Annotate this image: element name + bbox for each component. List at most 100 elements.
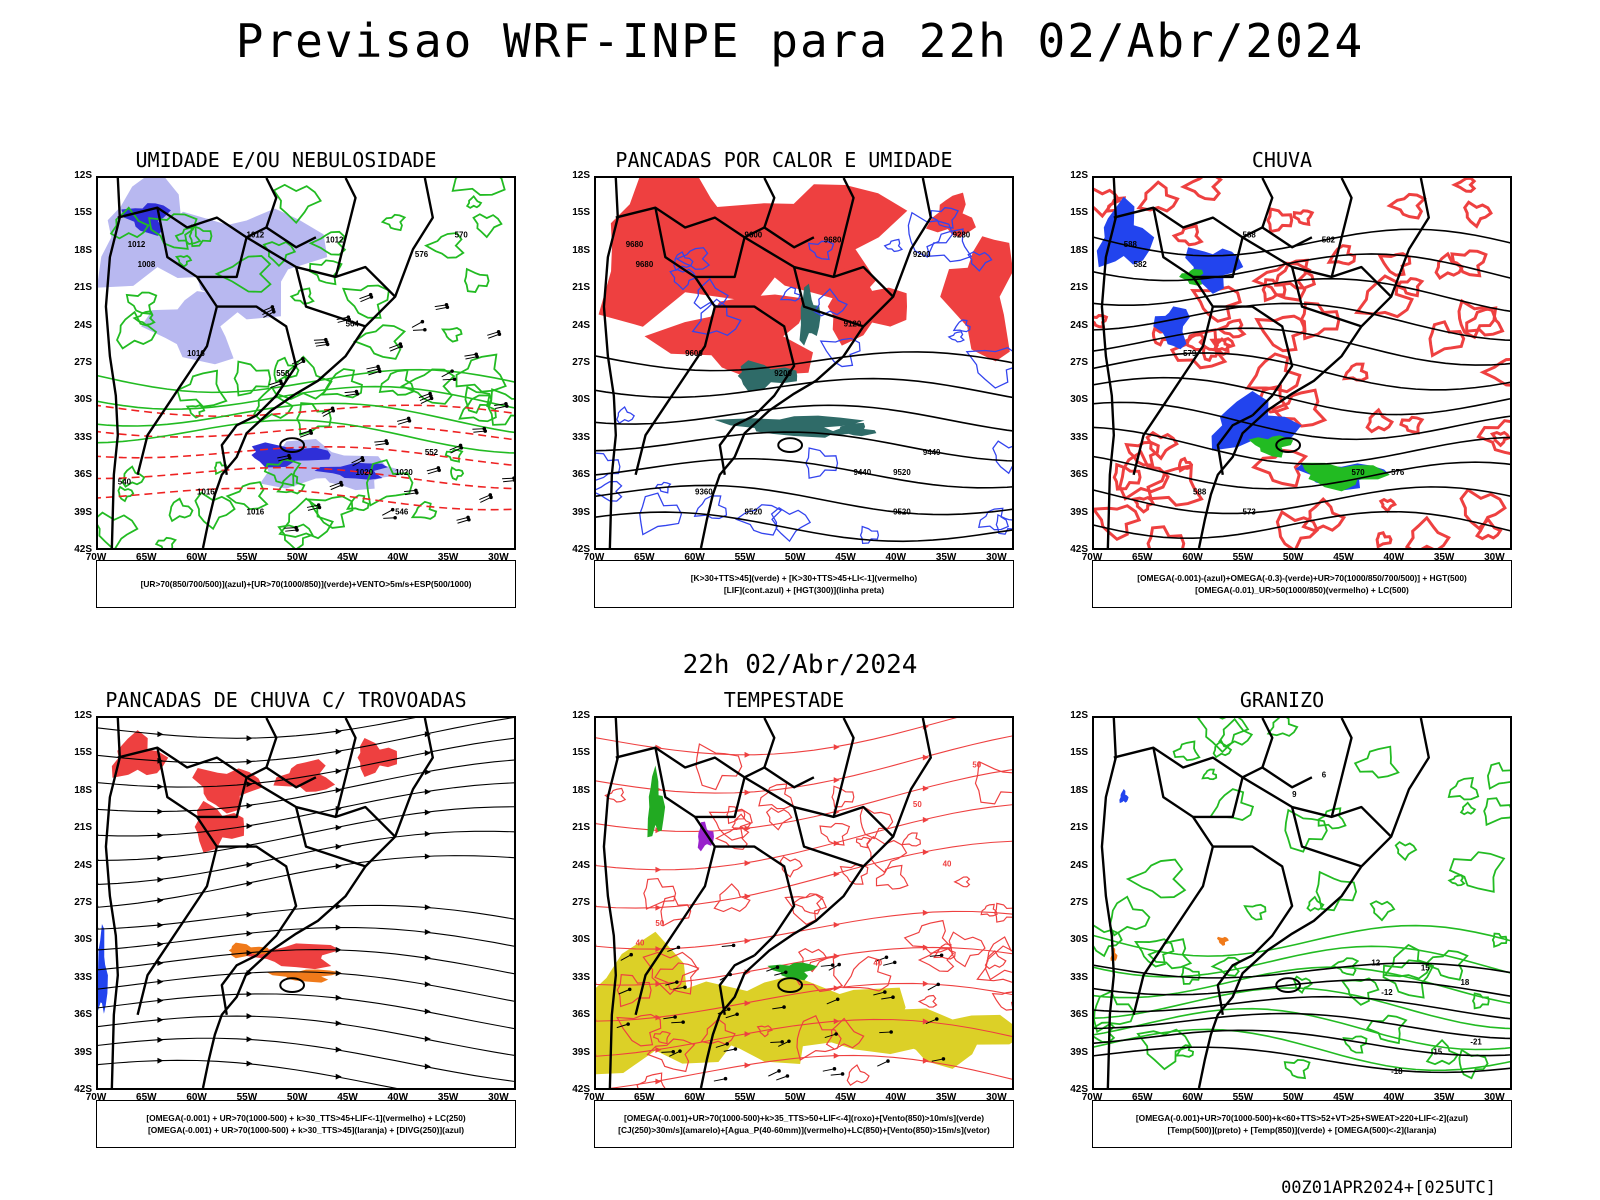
contour-label: 9440 (854, 468, 872, 477)
lat-tick-label: 15S (74, 207, 92, 219)
lon-tick-label: 45W (1333, 552, 1354, 563)
lon-tick-label: 30W (986, 552, 1007, 563)
map-frame: -12 -15 -18 -21 12 15 18 9 6 (1092, 716, 1512, 1090)
contour-label: 564 (346, 319, 360, 328)
contour-label: 1016 (247, 507, 265, 516)
contour-labels: 50 50 40 40 50 40 (636, 760, 982, 967)
map-panel-1: UMIDADE E/OU NEBULOSIDADE 12S 15S 18S 21S 24S… (66, 148, 516, 608)
panel-title: GRANIZO (1239, 688, 1325, 712)
contour-label: 50 (913, 800, 922, 809)
lon-tick-label: 45W (835, 1092, 856, 1103)
contour-label: 40 (873, 958, 882, 967)
lon-tick-label: 45W (835, 552, 856, 563)
lon-tick-label: 55W (236, 1092, 258, 1103)
lat-tick-label: 33S (74, 971, 92, 983)
lat-tick-label: 33S (572, 431, 590, 443)
hail-blue (1119, 789, 1129, 804)
forecast-map (98, 718, 514, 1088)
lat-tick-label: 36S (1070, 1009, 1088, 1021)
lat-tick-label: 24S (1070, 859, 1088, 871)
map-panel-5: TEMPESTADE 12S 15S 18S 21S 24S 27S 30S 33S 36S 39S… (564, 688, 1014, 1148)
contour-label: 576 (415, 250, 429, 259)
humidity-low-contours (98, 178, 514, 548)
contour-label: 40 (636, 939, 645, 948)
legend-text: [Temp(500)](preto) + [Temp(850)](verde) … (1167, 1125, 1437, 1135)
lat-tick-label: 24S (74, 859, 92, 871)
lon-tick-label: 30W (1484, 552, 1505, 563)
contour-label: 582 (1134, 260, 1148, 269)
map-frame: 50 50 40 40 50 40 (594, 716, 1014, 1090)
lat-tick-label: 15S (572, 747, 590, 759)
lat-tick-label: 18S (572, 784, 590, 796)
lon-tick-label: 35W (1433, 1092, 1455, 1103)
lat-tick-label: 42S (74, 1084, 92, 1095)
contour-label: 9680 (636, 260, 654, 269)
lat-tick-label: 39S (1070, 506, 1088, 518)
contour-label: 1012 (247, 230, 265, 239)
lat-tick-label: 24S (1070, 319, 1088, 331)
lat-tick-label: 18S (74, 784, 92, 796)
contour-label: 18 (1460, 978, 1469, 987)
lat-tick-label: 18S (1070, 244, 1088, 256)
panel-title: UMIDADE E/OU NEBULOSIDADE (135, 148, 437, 172)
contour-label: 9520 (893, 468, 911, 477)
lon-tick-label: 40W (387, 1092, 409, 1103)
lon-tick-label: 45W (337, 1092, 358, 1103)
lat-tick-label: 12S (572, 710, 590, 721)
country-borders (602, 718, 932, 1088)
lon-tick-label: 60W (186, 552, 207, 563)
hail-green (1094, 718, 1510, 1080)
lon-tick-label: 65W (136, 552, 157, 563)
lon-tick-label: 40W (1383, 1092, 1405, 1103)
contour-labels: 9680 9600 9680 9680 9600 9520 9520 9440 9360 9280… (626, 230, 971, 516)
contour-label: 582 (1322, 235, 1336, 244)
lat-tick-label: 39S (74, 506, 92, 518)
lat-tick-label: 36S (1070, 469, 1088, 481)
lon-tick-label: 70W (1081, 552, 1103, 563)
lon-tick-label: 70W (1081, 1092, 1103, 1103)
run-label: 00Z01APR2024+[025UTC] (1281, 1178, 1496, 1198)
legend-text: [OMEGA(-0.001) + UR>70(1000-500) + k>30_… (147, 1125, 465, 1135)
lat-tick-label: 30S (572, 394, 590, 406)
contour-label: 9200 (913, 250, 931, 259)
contour-label: 570 (1352, 468, 1366, 477)
lon-tick-label: 30W (1484, 1092, 1505, 1103)
lat-tick-label: 33S (572, 971, 590, 983)
panel-title: PANCADAS POR CALOR E UMIDADE (615, 148, 953, 172)
lon-tick-label: 55W (734, 552, 756, 563)
contour-label: 552 (425, 448, 439, 457)
contour-label: 50 (655, 919, 664, 928)
lat-tick-label: 39S (572, 506, 590, 518)
lon-tick-label: 70W (85, 1092, 107, 1103)
lat-tick-label: 18S (1070, 784, 1088, 796)
lat-tick-label: 24S (572, 319, 590, 331)
lat-tick-label: 12S (572, 170, 590, 181)
legend-text: [OMEGA(-0.001)+UR>70(1000-500)+k<60+TTS>… (1135, 1113, 1469, 1123)
lon-tick-label: 35W (437, 552, 459, 563)
contour-label: 40 (943, 859, 952, 868)
legend-text: [UR>70(850/700/500)](azul)+[UR>70(1000/8… (140, 579, 472, 589)
lat-tick-label: 30S (1070, 394, 1088, 406)
lon-tick-label: 35W (935, 1092, 957, 1103)
storm-green (647, 765, 818, 981)
forecast-map: -12 -15 -18 -21 12 15 18 9 6 (1094, 718, 1510, 1088)
lon-tick-label: 65W (634, 552, 655, 563)
lon-tick-label: 40W (885, 552, 907, 563)
lon-tick-label: 70W (583, 552, 605, 563)
forecast-map: 588 588 582 582 579 576 573 570 588 (1094, 178, 1510, 548)
panel-title: TEMPESTADE (723, 688, 845, 712)
country-borders (1100, 178, 1430, 548)
contour-labels: 1012 1012 1012 1008 1016 1020 1016 1020 1016 570 5… (118, 230, 469, 516)
lon-tick-label: 60W (186, 1092, 207, 1103)
legend-text: [OMEGA(-0.001)+UR>70(1000-500)+k>35_TTS>… (623, 1113, 985, 1123)
map-panel-4: PANCADAS DE CHUVA C/ TROVOADAS 12S 15S 18S 2… (66, 688, 516, 1148)
contour-label: 573 (1243, 507, 1257, 516)
contour-label: 588 (1193, 488, 1207, 497)
contour-label: 1012 (128, 240, 146, 249)
contour-labels: -12 -15 -18 -21 12 15 18 9 6 (1292, 770, 1482, 1076)
lon-tick-label: 45W (1333, 1092, 1354, 1103)
lon-tick-label: 60W (1182, 1092, 1203, 1103)
forecast-map: 50 50 40 40 50 40 (596, 718, 1012, 1088)
lat-tick-label: 42S (572, 544, 590, 555)
legend-text: [K>30+TTS>45](verde) + [K>30+TTS>45+LI<-… (690, 573, 918, 583)
